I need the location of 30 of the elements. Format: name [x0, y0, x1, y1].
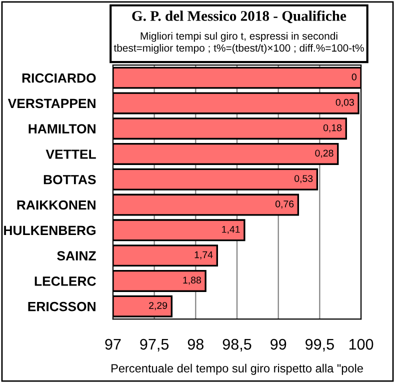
annotation: 0,18 [323, 124, 342, 132]
y-tick-label: HULKENBERG [4, 226, 96, 236]
annotation: 0,53 [294, 175, 313, 184]
x-tick-label: 98,5 [222, 338, 252, 352]
chart-title: G. P. del Messico 2018 - Qualifiche [132, 10, 346, 24]
x-tick-label: 97,5 [140, 338, 169, 352]
chart-subtitle: Migliori tempi sul giro t, espressi in secondi tbest=miglior tempo ; t%=(tbest/t)×100 ; diff.%=100-t% [114, 32, 364, 54]
annotation: 0,28 [315, 150, 334, 158]
annotation: 1,41 [222, 226, 240, 234]
x-tick-label: 99 [270, 338, 286, 350]
y-tick-label: LECLERC [34, 276, 96, 286]
annotation: 0,03 [336, 98, 354, 107]
y-tick-label: SAINZ [57, 251, 96, 260]
y-tick-label: RAIKKONEN [17, 200, 96, 210]
y-tick-label: VERSTAPPEN [8, 98, 96, 108]
annotation: 2,29 [149, 302, 168, 310]
x-tick-label: 99,5 [306, 338, 334, 352]
x-tick-label: 100 [349, 338, 374, 350]
annotation: 1,74 [194, 251, 213, 260]
x-tick-label: 97 [105, 338, 121, 350]
annotation: 1,88 [183, 276, 201, 285]
y-tick-label: RICCIARDO [22, 73, 96, 83]
x-tick-label: 98 [188, 338, 204, 350]
annotation: 0 [352, 74, 356, 80]
y-tick-label: ERICSSON [28, 302, 96, 312]
y-tick-label: HAMILTON [28, 124, 96, 134]
annotation: 0,76 [275, 200, 294, 209]
y-tick-label: VETTEL [46, 150, 96, 159]
x-axis-title: Percentuale del tempo sul giro rispetto alla "pole [112, 364, 363, 375]
y-tick-label: BOTTAS [44, 174, 96, 184]
